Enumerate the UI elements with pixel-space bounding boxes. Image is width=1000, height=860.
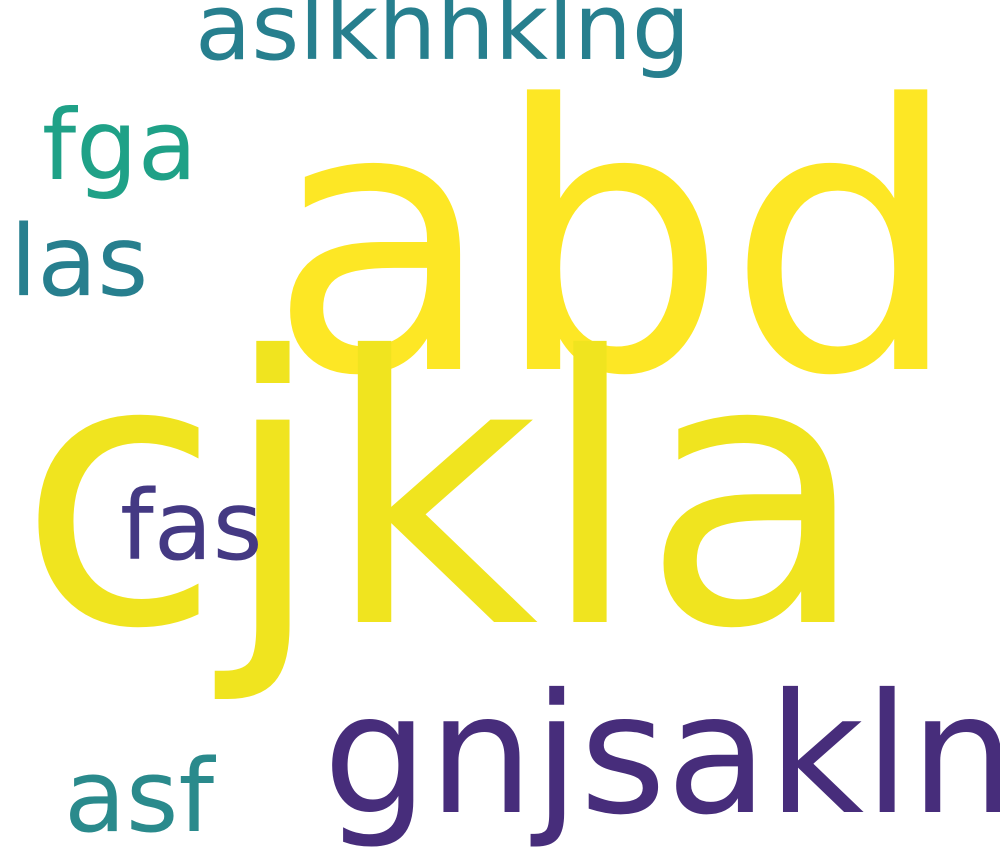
word-cjkla: cjkla: [18, 280, 869, 710]
word-gnjsakln: gnjsakln: [323, 659, 1000, 852]
word-las: las: [10, 205, 149, 319]
word-asf: asf: [64, 737, 215, 855]
word-abd: abd: [268, 27, 961, 456]
word-fas: fas: [120, 470, 263, 582]
word-fga: fga: [42, 89, 198, 202]
word-aslkhhklng: aslkhhklng: [195, 0, 691, 81]
